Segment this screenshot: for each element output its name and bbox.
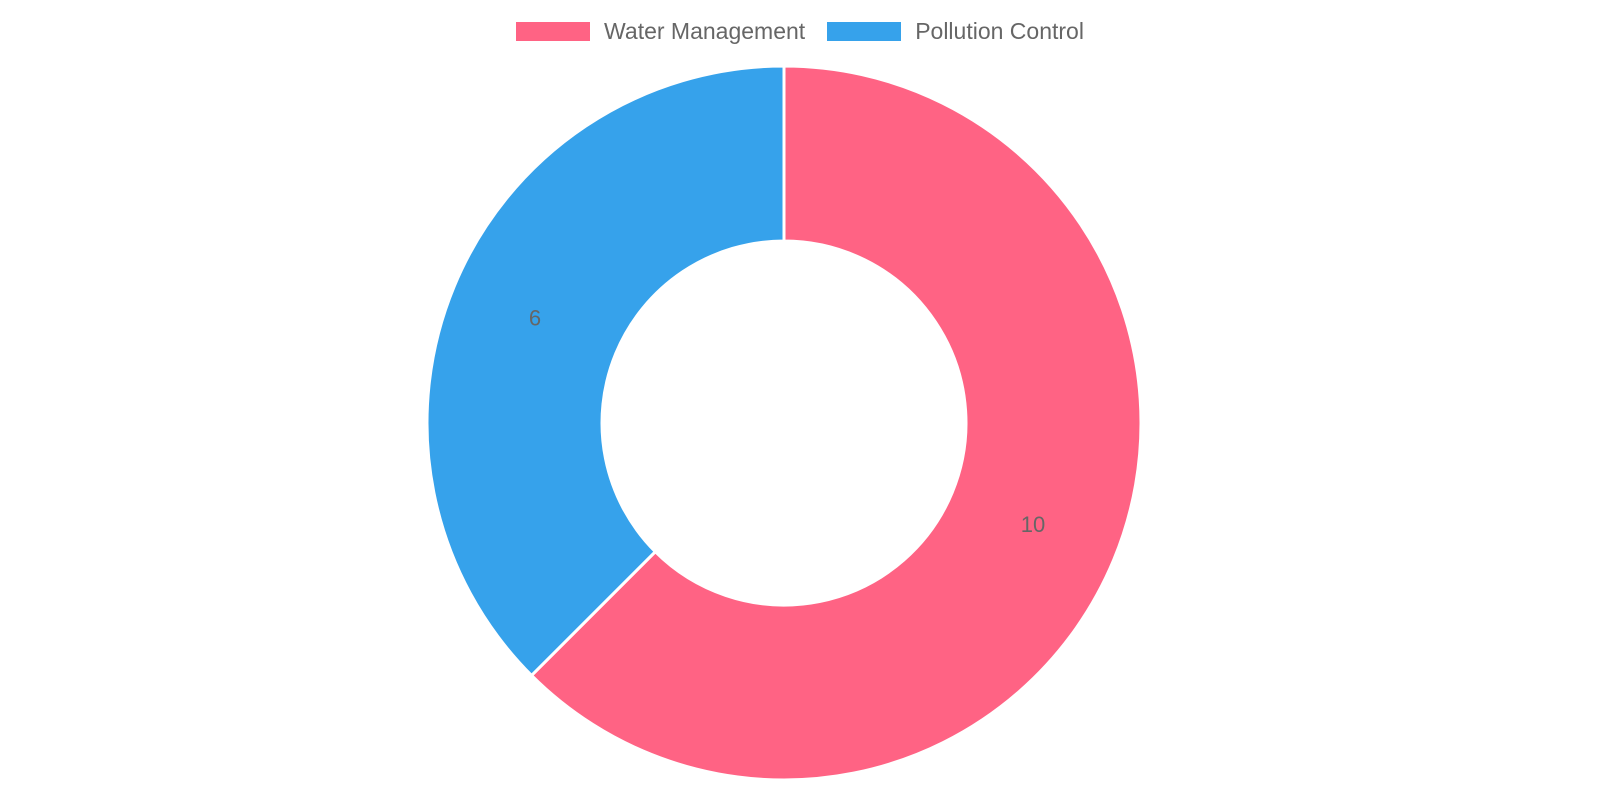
legend-swatch-pollution-control: [827, 22, 902, 41]
legend: Water Management Pollution Control: [0, 18, 1600, 45]
data-label-water-management: 10: [1021, 512, 1045, 537]
data-label-pollution-control: 6: [529, 306, 541, 331]
legend-swatch-water-management: [516, 22, 591, 41]
legend-label-water-management: Water Management: [604, 18, 806, 44]
slice-pollution-control[interactable]: [425, 64, 786, 678]
legend-label-pollution-control: Pollution Control: [915, 18, 1084, 44]
slice-water-management[interactable]: [529, 64, 1143, 782]
legend-item-water-management[interactable]: Water Management: [516, 18, 805, 45]
legend-item-pollution-control[interactable]: Pollution Control: [827, 18, 1084, 45]
